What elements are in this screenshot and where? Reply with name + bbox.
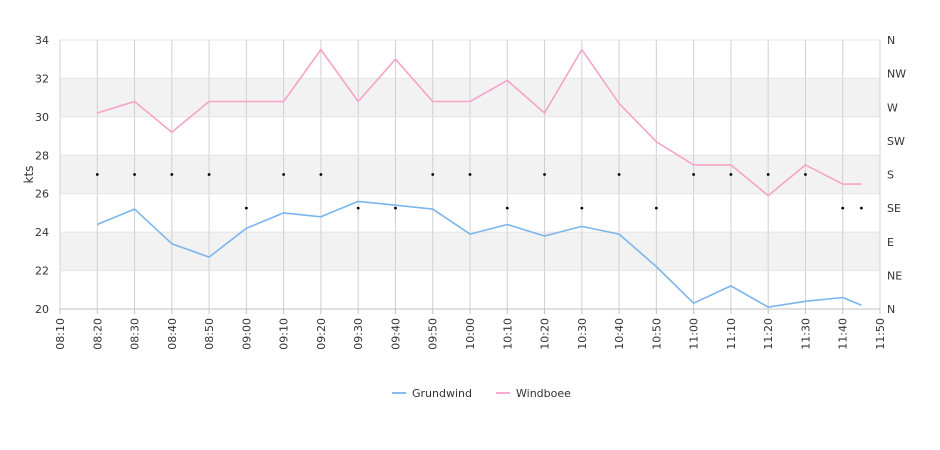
direction-point bbox=[319, 173, 323, 176]
legend-label: Grundwind bbox=[412, 387, 472, 400]
direction-point bbox=[356, 206, 360, 210]
direction-point bbox=[170, 173, 174, 176]
x-tick-label: 09:00 bbox=[240, 318, 253, 350]
x-tick-label: 11:50 bbox=[874, 318, 887, 350]
x-tick-label: 10:10 bbox=[501, 318, 514, 350]
direction-point bbox=[505, 206, 509, 210]
direction-point bbox=[468, 173, 472, 176]
x-tick-label: 11:10 bbox=[725, 318, 738, 350]
direction-point bbox=[804, 173, 807, 176]
x-tick-label: 08:30 bbox=[129, 318, 142, 350]
direction-tick-label: S bbox=[887, 169, 894, 182]
x-tick-label: 08:50 bbox=[203, 318, 216, 350]
x-tick-label: 11:30 bbox=[799, 318, 812, 350]
x-tick-label: 11:00 bbox=[688, 318, 701, 350]
direction-point bbox=[431, 173, 435, 176]
x-tick-label: 09:40 bbox=[389, 318, 402, 350]
direction-tick-label: SW bbox=[887, 135, 905, 148]
direction-point bbox=[543, 173, 546, 176]
series-lines bbox=[96, 48, 862, 308]
y-axis-ticks: 20 22 24 26 28 30 32 34 bbox=[35, 34, 49, 316]
direction-point bbox=[729, 173, 733, 176]
direction-tick-label: N bbox=[887, 34, 895, 47]
direction-point bbox=[580, 206, 584, 210]
direction-points bbox=[95, 173, 863, 210]
direction-tick-label: E bbox=[887, 236, 894, 249]
x-tick-label: 10:40 bbox=[613, 318, 626, 350]
y-tick-label: 30 bbox=[35, 111, 49, 124]
direction-point bbox=[207, 173, 211, 176]
y-tick-label: 22 bbox=[35, 265, 49, 278]
direction-point bbox=[244, 206, 248, 210]
y-tick-label: 28 bbox=[35, 149, 49, 162]
direction-point bbox=[282, 173, 286, 176]
legend: Grundwind Windboee bbox=[392, 387, 571, 400]
x-tick-label: 10:20 bbox=[539, 318, 552, 350]
x-axis-ticks: 08:10 08:20 08:30 08:40 08:50 09:00 09:10 09:20… bbox=[54, 309, 887, 350]
x-tick-label: 09:20 bbox=[315, 318, 328, 350]
direction-tick-label: W bbox=[887, 101, 898, 114]
series-line-windboee bbox=[97, 48, 862, 197]
x-tick-label: 10:00 bbox=[464, 318, 477, 350]
x-tick-label: 08:20 bbox=[91, 318, 104, 350]
y-tick-label: 26 bbox=[35, 188, 49, 201]
direction-point bbox=[95, 173, 99, 176]
x-tick-label: 09:10 bbox=[278, 318, 291, 350]
x-tick-label: 08:40 bbox=[166, 318, 179, 350]
direction-point bbox=[841, 206, 845, 210]
direction-point bbox=[859, 206, 863, 210]
direction-point bbox=[766, 173, 770, 176]
x-tick-label: 10:30 bbox=[576, 318, 589, 350]
legend-item-windboee: Windboee bbox=[496, 387, 571, 400]
direction-tick-label: N bbox=[887, 303, 895, 316]
x-tick-label: 10:50 bbox=[650, 318, 663, 350]
legend-item-grundwind: Grundwind bbox=[392, 387, 472, 400]
direction-point bbox=[654, 206, 658, 210]
x-tick-label: 11:20 bbox=[762, 318, 775, 350]
direction-point bbox=[394, 206, 397, 210]
y-tick-label: 24 bbox=[35, 226, 49, 239]
y-tick-label: 20 bbox=[35, 303, 49, 316]
direction-tick-label: NW bbox=[887, 68, 906, 81]
legend-label: Windboee bbox=[516, 387, 571, 400]
direction-tick-label: NE bbox=[887, 269, 902, 282]
x-tick-label: 09:30 bbox=[352, 318, 365, 350]
direction-axis-ticks: N NW W SW S SE E NE N bbox=[887, 34, 906, 316]
y-axis-title: kts bbox=[22, 166, 36, 184]
direction-point bbox=[617, 173, 621, 176]
direction-point bbox=[133, 173, 136, 176]
x-tick-label: 09:50 bbox=[427, 318, 440, 350]
y-tick-label: 34 bbox=[35, 34, 49, 47]
x-tick-label: 08:10 bbox=[54, 318, 67, 350]
x-tick-label: 11:40 bbox=[837, 318, 850, 350]
direction-point bbox=[692, 173, 696, 176]
series-line-grundwind bbox=[96, 200, 862, 308]
y-tick-label: 32 bbox=[35, 72, 49, 85]
direction-tick-label: SE bbox=[887, 202, 901, 215]
